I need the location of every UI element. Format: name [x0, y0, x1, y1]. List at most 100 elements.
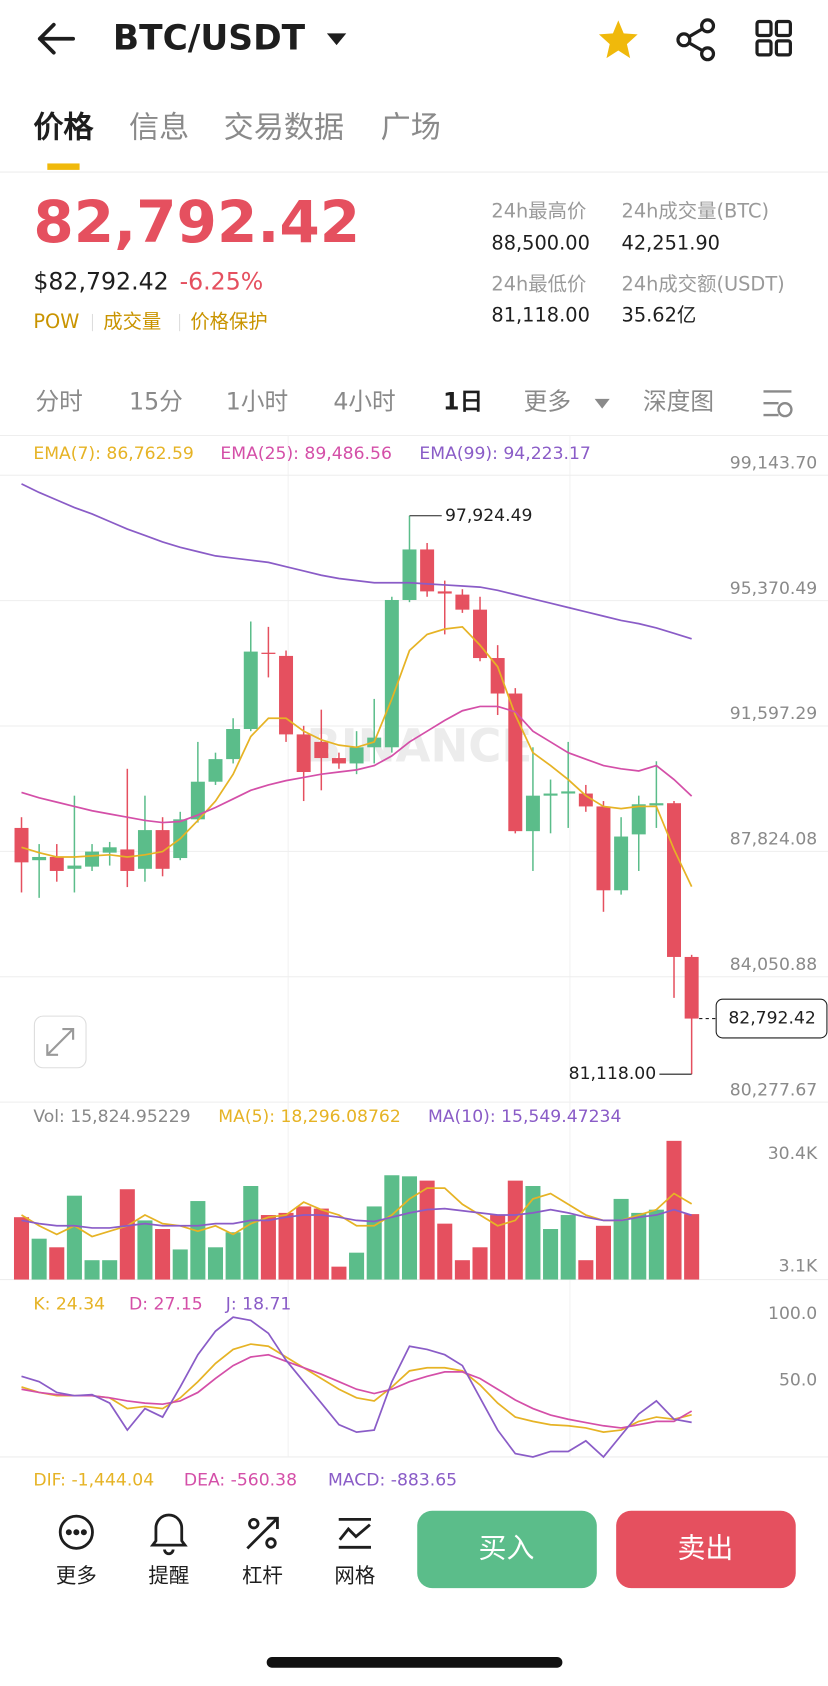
candle-body	[279, 655, 294, 735]
back-button[interactable]	[37, 22, 76, 55]
candle-body	[561, 791, 576, 794]
stat-label: 24h成交量(BTC)	[622, 199, 769, 222]
annotation-label: 81,118.00	[569, 1064, 656, 1084]
candle-body	[508, 693, 523, 832]
indicator-line	[21, 1353, 693, 1429]
tab[interactable]: 广场	[381, 111, 441, 146]
volume-bar	[13, 1217, 30, 1280]
action-label[interactable]: 杠杆	[242, 1563, 283, 1587]
candle-body	[14, 827, 29, 863]
y-tick-label: 84,050.88	[730, 955, 817, 975]
buy-button[interactable]	[417, 1510, 597, 1589]
chart-settings[interactable]	[763, 390, 793, 418]
legend-entry: D: 27.15	[129, 1294, 203, 1314]
legend-entry: EMA(7): 86,762.59	[33, 444, 194, 464]
legend-entry: J: 18.71	[225, 1294, 292, 1314]
action-label[interactable]: 更多	[56, 1563, 97, 1587]
interval[interactable]: 1日	[443, 388, 483, 416]
action-label[interactable]: 网格	[334, 1563, 375, 1587]
volume-bar	[366, 1206, 382, 1280]
candle-body	[684, 956, 699, 1019]
candle-body	[473, 609, 488, 659]
stat-value: 42,251.90	[622, 232, 720, 255]
volume-bar	[84, 1260, 100, 1280]
volume-bar	[260, 1215, 276, 1280]
volume-bar	[137, 1220, 153, 1280]
y-tick-label: 3.1K	[779, 1257, 818, 1277]
expand-button[interactable]	[33, 1015, 87, 1069]
favorite-star[interactable]	[598, 20, 638, 59]
candle-body	[402, 549, 417, 600]
y-tick-label: 95,370.49	[730, 579, 817, 599]
interval[interactable]: 深度图	[643, 388, 714, 416]
grid-bot-icon[interactable]	[338, 1517, 371, 1549]
interval[interactable]: 4小时	[333, 388, 395, 416]
pair-title[interactable]: BTC/USDT	[113, 18, 306, 58]
indicator-line	[21, 483, 692, 640]
candle-body	[85, 851, 100, 867]
menu-grid[interactable]	[755, 19, 792, 57]
tag[interactable]: 成交量	[103, 310, 161, 333]
indicator-line	[21, 625, 693, 888]
volume-bar	[490, 1215, 506, 1280]
candle-body	[649, 803, 664, 806]
tab[interactable]: 价格	[33, 111, 94, 146]
alert-icon[interactable]	[149, 1513, 188, 1556]
macd-legend: MACD: -883.65	[328, 1471, 457, 1491]
volume-bar	[384, 1175, 400, 1280]
candle-body	[578, 793, 593, 807]
stat-value: 88,500.00	[491, 232, 589, 255]
sell-button[interactable]	[616, 1510, 796, 1589]
volume-bar	[419, 1180, 435, 1280]
legend-entry: EMA(25): 89,486.56	[220, 444, 391, 464]
share-button[interactable]	[676, 18, 716, 62]
tab[interactable]: 交易数据	[224, 111, 344, 146]
volume-bar	[454, 1260, 470, 1280]
last-price-box	[715, 998, 828, 1039]
tag[interactable]: POW	[33, 310, 79, 333]
volume-bar	[66, 1195, 82, 1280]
y-tick-label: 99,143.70	[730, 453, 817, 473]
candle-body	[226, 729, 241, 760]
candle-body	[525, 795, 540, 832]
y-tick-label: 50.0	[779, 1371, 817, 1391]
y-tick-label: 100.0	[768, 1304, 817, 1324]
legend-entry: EMA(99): 94,223.17	[419, 444, 590, 464]
interval[interactable]: 1小时	[226, 388, 288, 416]
volume-bar	[560, 1215, 576, 1280]
tab[interactable]: 信息	[129, 111, 189, 146]
candle-body	[67, 865, 82, 869]
interval[interactable]: 分时	[35, 388, 82, 416]
action-label[interactable]: 提醒	[148, 1563, 189, 1587]
candle-body	[32, 856, 47, 861]
volume-bar	[119, 1189, 135, 1280]
volume-bar	[243, 1186, 259, 1280]
candle-body	[102, 847, 117, 853]
tag[interactable]: 价格保护	[190, 310, 267, 333]
margin-icon[interactable]	[246, 1516, 279, 1550]
interval[interactable]: 更多	[524, 388, 571, 416]
volume-bar	[31, 1238, 47, 1280]
more-dropdown[interactable]	[594, 398, 610, 409]
usd-price: $82,792.42	[33, 267, 168, 295]
pair-dropdown[interactable]	[326, 33, 347, 46]
sell-label[interactable]: 卖出	[677, 1531, 733, 1564]
stat-value: 35.62亿	[622, 304, 697, 327]
candle-body	[261, 652, 276, 654]
indicator-line	[21, 1207, 692, 1229]
stat-label: 24h最高价	[491, 199, 586, 222]
volume-bar	[331, 1266, 347, 1280]
plot-area: 80,277.67 84,050.88 87,824.08 91,597.29 95,3…	[0, 444, 828, 1491]
candle-body	[455, 594, 470, 610]
volume-bar	[102, 1260, 118, 1280]
candle-body	[120, 849, 135, 871]
indicator-line	[21, 1343, 692, 1434]
y-tick-label: 91,597.29	[730, 704, 817, 724]
volume-bar	[525, 1186, 541, 1280]
interval[interactable]: 15分	[129, 388, 183, 416]
last-price-label: 82,792.42	[728, 1009, 815, 1029]
legend-entry: MA(10): 15,549.47234	[428, 1107, 621, 1127]
buy-label[interactable]: 买入	[479, 1531, 535, 1564]
home-indicator	[266, 1656, 563, 1668]
more-icon[interactable]	[58, 1514, 94, 1550]
